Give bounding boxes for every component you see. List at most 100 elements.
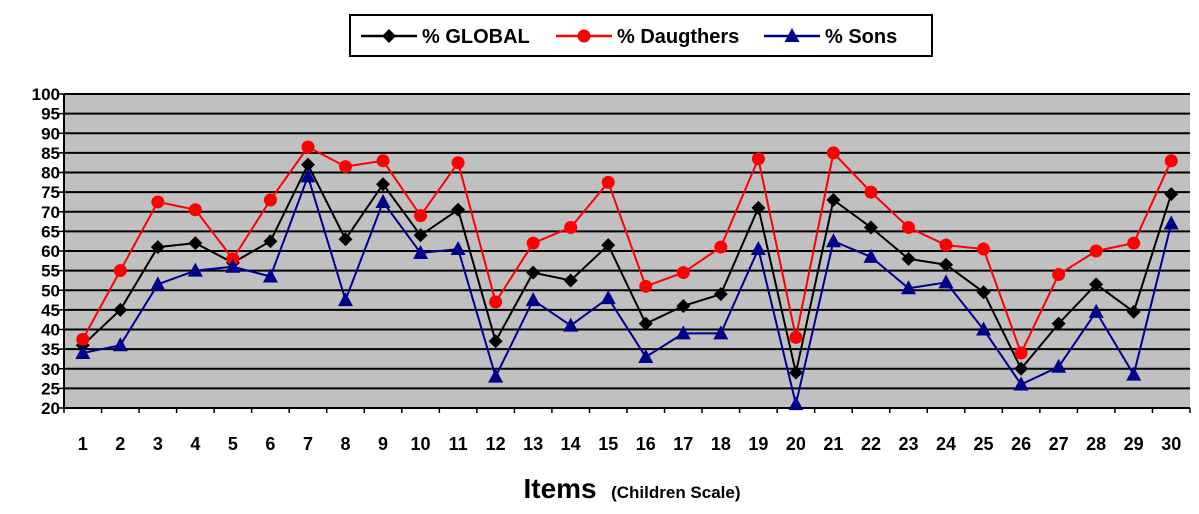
data-point xyxy=(262,268,278,283)
y-tick-label: 25 xyxy=(41,379,60,398)
data-point xyxy=(901,251,916,266)
data-point xyxy=(976,321,992,336)
data-point xyxy=(300,157,315,172)
x-tick-label: 7 xyxy=(303,434,313,454)
y-tick-label: 30 xyxy=(41,360,60,379)
x-tick-label: 5 xyxy=(228,434,238,454)
data-point xyxy=(938,274,954,289)
series-line-3 xyxy=(82,173,1173,405)
data-point xyxy=(450,241,466,256)
data-point xyxy=(864,185,878,199)
data-point xyxy=(113,264,127,278)
data-point xyxy=(76,332,90,346)
data-point xyxy=(338,232,353,247)
data-point xyxy=(788,365,803,380)
data-point xyxy=(976,285,991,300)
data-point xyxy=(713,287,728,302)
data-point xyxy=(675,325,691,340)
x-tick-label: 9 xyxy=(378,434,388,454)
y-tick-label: 70 xyxy=(41,203,60,222)
data-point xyxy=(1164,187,1179,202)
data-point xyxy=(1164,154,1178,168)
x-tick-label: 8 xyxy=(340,434,350,454)
data-point xyxy=(863,248,879,263)
legend-label: % Daugthers xyxy=(617,26,739,48)
data-point xyxy=(525,292,541,307)
data-point xyxy=(1051,358,1067,373)
data-point xyxy=(714,240,728,254)
data-point xyxy=(489,295,503,309)
data-point xyxy=(526,236,540,250)
data-point xyxy=(1126,366,1142,381)
x-tick-label: 21 xyxy=(823,434,843,454)
data-point xyxy=(863,220,878,235)
data-point xyxy=(488,368,504,383)
x-tick-label: 18 xyxy=(711,434,731,454)
data-point xyxy=(901,280,916,295)
data-point xyxy=(301,140,315,154)
legend-label: % Sons xyxy=(825,26,897,48)
x-axis-title-note: (Children Scale) xyxy=(611,483,740,502)
y-tick-label: 100 xyxy=(32,85,60,104)
data-point xyxy=(188,236,203,251)
data-point xyxy=(526,265,541,280)
legend-swatch-marker xyxy=(784,28,800,42)
y-tick-label: 50 xyxy=(41,281,60,300)
data-point xyxy=(1126,304,1141,319)
data-point xyxy=(639,279,653,293)
y-tick-label: 65 xyxy=(41,222,60,241)
legend-label: % GLOBAL xyxy=(422,26,530,48)
y-tick-label: 80 xyxy=(41,164,60,183)
y-tick-label: 75 xyxy=(41,183,60,202)
data-point xyxy=(638,316,653,331)
data-point xyxy=(1088,303,1104,318)
data-point xyxy=(1014,361,1029,376)
data-point xyxy=(339,160,352,174)
legend-item: % Sons xyxy=(764,26,897,48)
data-point xyxy=(375,193,391,208)
x-axis-ticks: 1 2 3 4 5 6 7 8 9 10 11 12 13 14 15 16 17 18 19 20 21 22 23 24 2… xyxy=(63,408,1191,454)
data-point xyxy=(413,244,429,259)
data-point xyxy=(563,273,578,288)
data-point xyxy=(225,258,241,273)
data-point xyxy=(788,396,804,411)
data-point xyxy=(1089,244,1103,258)
legend-swatch-marker xyxy=(382,29,396,43)
data-point xyxy=(151,195,165,209)
series-line-1 xyxy=(82,162,1173,373)
data-point xyxy=(150,240,165,255)
x-tick-label: 12 xyxy=(486,434,506,454)
data-point xyxy=(338,292,353,307)
data-point xyxy=(376,177,391,192)
data-point xyxy=(601,238,616,253)
data-point xyxy=(601,175,615,189)
data-point xyxy=(939,238,953,252)
y-tick-label: 60 xyxy=(41,242,60,261)
legend-box xyxy=(349,14,933,57)
data-point xyxy=(413,228,428,243)
x-tick-label: 26 xyxy=(1011,434,1031,454)
data-point xyxy=(187,262,203,277)
data-point xyxy=(902,220,915,234)
data-point xyxy=(113,302,128,317)
y-tick-label: 45 xyxy=(41,301,60,320)
x-tick-label: 28 xyxy=(1086,434,1106,454)
x-tick-label: 22 xyxy=(861,434,881,454)
y-tick-label: 20 xyxy=(41,399,60,418)
data-point xyxy=(676,298,691,313)
data-point xyxy=(150,276,166,291)
legend-swatch-marker xyxy=(577,29,591,43)
legend-item: % GLOBAL xyxy=(361,26,530,48)
x-tick-label: 17 xyxy=(673,434,693,454)
data-point xyxy=(825,233,841,248)
data-point xyxy=(376,154,390,168)
legend: % GLOBAL % Daugthers % Sons xyxy=(349,14,933,57)
series-lines xyxy=(81,145,1173,405)
data-point xyxy=(75,345,91,360)
data-point xyxy=(263,234,278,249)
y-tick-label: 40 xyxy=(41,321,60,340)
x-tick-label: 16 xyxy=(636,434,656,454)
data-point xyxy=(713,325,729,340)
x-tick-label: 10 xyxy=(411,434,431,454)
